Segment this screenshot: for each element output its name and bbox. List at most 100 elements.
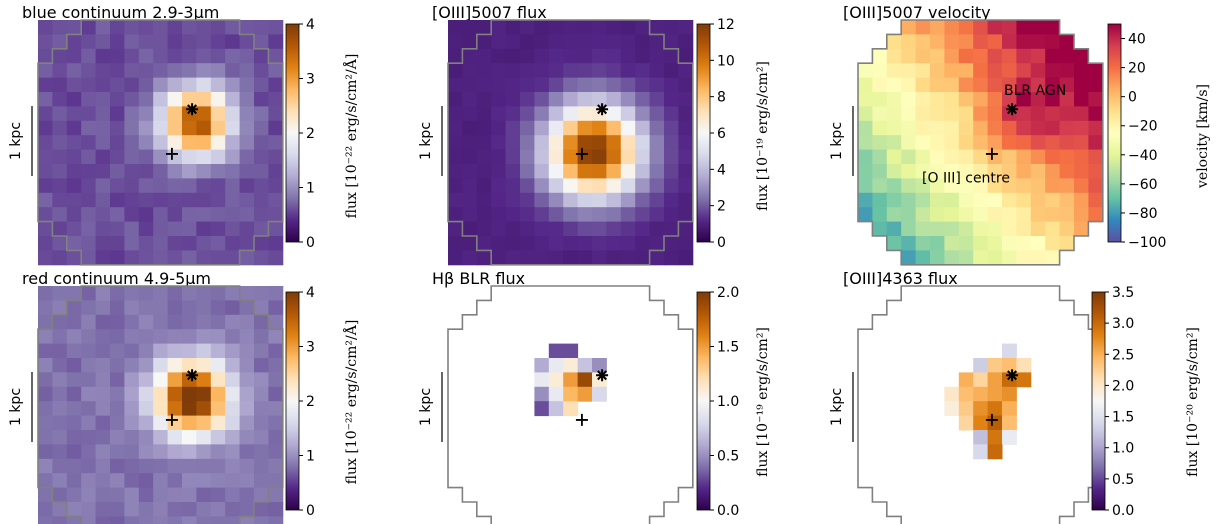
- map-pixel: [239, 20, 255, 35]
- map-pixel: [254, 401, 269, 417]
- map-pixel: [958, 20, 974, 35]
- map-pixel: [196, 106, 212, 122]
- map-pixel: [138, 286, 154, 301]
- map-pixel: [225, 401, 241, 417]
- map-pixel: [563, 92, 579, 107]
- map-pixel: [520, 20, 535, 35]
- map-pixel: [239, 34, 255, 50]
- map-pixel: [958, 77, 974, 93]
- map-pixel: [886, 192, 902, 208]
- map-pixel: [182, 473, 197, 489]
- scale-bar-red-continuum: 1 kpc: [8, 372, 33, 442]
- map-pixel: [110, 250, 125, 266]
- map-pixel: [225, 372, 241, 388]
- map-pixel: [678, 63, 694, 79]
- map-pixel: [153, 329, 169, 345]
- map-pixel: [534, 250, 550, 266]
- map-pixel: [196, 358, 212, 373]
- map-pixel: [491, 34, 507, 50]
- map-pixel: [110, 343, 125, 359]
- map-pixel: [973, 192, 989, 208]
- map-pixel: [52, 92, 68, 107]
- map-pixel: [81, 458, 97, 474]
- map-pixel: [678, 192, 694, 208]
- map-pixel: [987, 120, 1003, 136]
- map-pixel: [1030, 236, 1046, 251]
- colorbar-tick-label: 0.0: [717, 503, 739, 519]
- map-pixel: [930, 135, 945, 151]
- map-pixel: [268, 236, 284, 251]
- map-pixel: [210, 63, 226, 79]
- map-pixel: [858, 92, 873, 107]
- colorbar-label-oiii4363-flux: flux [10⁻²⁰ erg/s/cm²]: [1185, 327, 1201, 477]
- map-pixel: [268, 343, 284, 359]
- map-pixel: [81, 192, 97, 208]
- map-pixel: [678, 20, 694, 35]
- map-pixel: [476, 20, 492, 35]
- map-pixel: [1045, 77, 1061, 93]
- map-pixel: [462, 92, 478, 107]
- map-pixel: [138, 164, 154, 179]
- map-pixel: [448, 207, 463, 223]
- map-pixel: [167, 92, 183, 107]
- map-pixel: [901, 135, 917, 151]
- map-pixel: [52, 221, 68, 237]
- colorbar-tick-label: 10: [717, 53, 735, 69]
- map-pixel: [225, 164, 241, 179]
- map-pixel: [958, 415, 974, 431]
- map-pixel: [448, 34, 463, 50]
- map-pixel: [563, 401, 579, 417]
- scale-bar-hbeta-blr-flux: 1 kpc: [418, 372, 443, 442]
- map-pixel: [606, 207, 622, 223]
- map-pixel: [1016, 120, 1032, 136]
- map-pixel: [462, 63, 478, 79]
- map-pixel: [520, 207, 535, 223]
- map-pixel: [138, 135, 154, 151]
- map-pixel: [664, 34, 679, 50]
- map-pixel: [635, 34, 651, 50]
- map-pixel: [664, 77, 679, 93]
- map-pixel: [196, 135, 212, 151]
- map-pixel: [930, 48, 945, 64]
- map-pixel: [110, 401, 125, 417]
- map-pixel: [678, 164, 694, 179]
- map-pixel: [196, 77, 212, 93]
- map-pixel: [548, 343, 564, 359]
- map-pixel: [124, 92, 140, 107]
- map-pixel: [958, 236, 974, 251]
- map-pixel: [858, 149, 873, 165]
- map-pixel: [1030, 178, 1046, 194]
- map-pixel: [1002, 430, 1017, 445]
- map-pixel: [606, 77, 622, 93]
- map-pixel: [124, 106, 140, 122]
- map-pixel: [858, 192, 873, 208]
- map-pixel: [196, 120, 212, 136]
- map-pixel: [167, 314, 183, 330]
- map-pixel: [505, 77, 521, 93]
- map-pixel: [1045, 135, 1061, 151]
- map-pixel: [520, 236, 535, 251]
- map-pixel: [210, 329, 226, 345]
- map-pixel: [886, 164, 902, 179]
- map-pixel: [476, 149, 492, 165]
- map-pixel: [915, 20, 931, 35]
- map-pixel: [915, 178, 931, 194]
- map-pixel: [268, 20, 284, 35]
- map-pixel: [66, 20, 82, 35]
- map-pixel: [52, 106, 68, 122]
- map-pixel: [95, 502, 111, 517]
- map-pixel: [520, 106, 535, 122]
- map-pixel: [901, 48, 917, 64]
- map-pixel: [987, 149, 1003, 165]
- map-pixel: [254, 192, 269, 208]
- map-pixel: [153, 502, 169, 517]
- map-pixel: [81, 77, 97, 93]
- map-pixel: [239, 473, 255, 489]
- map-pixel: [110, 502, 125, 517]
- map-pixel: [592, 386, 607, 402]
- blr-agn-star-marker: [1006, 369, 1019, 382]
- map-pixel: [462, 135, 478, 151]
- map-pixel: [138, 20, 154, 35]
- map-pixel: [1045, 236, 1061, 251]
- map-pixel: [153, 401, 169, 417]
